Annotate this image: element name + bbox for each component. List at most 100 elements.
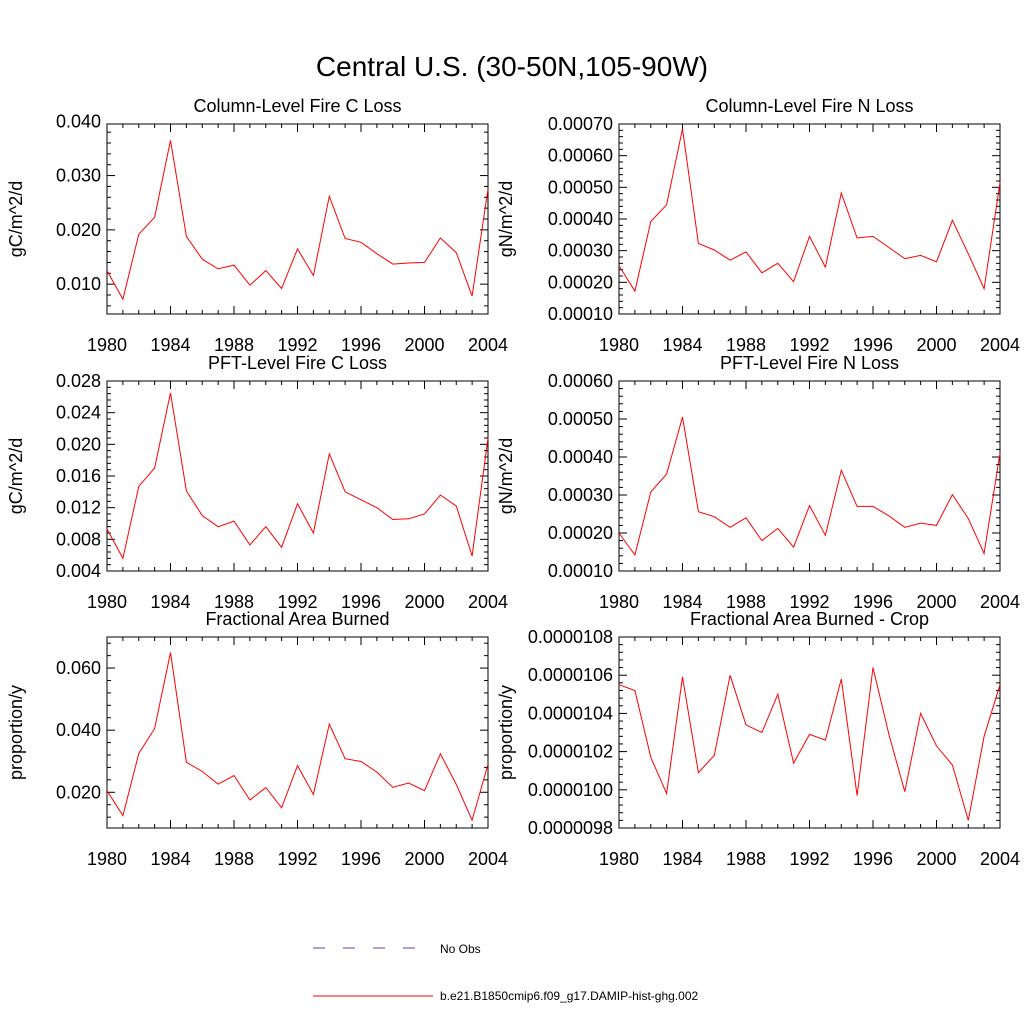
x-tick-label: 1996 bbox=[341, 849, 381, 869]
y-tick-label: 0.060 bbox=[56, 658, 101, 678]
y-tick-label: 0.0000098 bbox=[528, 818, 613, 838]
legend-label-model: b.e21.B1850cmip6.f09_g17.DAMIP-hist-ghg.… bbox=[440, 989, 698, 1003]
x-tick-label: 1996 bbox=[853, 849, 893, 869]
x-tick-label: 1988 bbox=[214, 592, 254, 612]
y-tick-label: 0.00020 bbox=[548, 272, 613, 292]
x-tick-label: 2000 bbox=[916, 849, 956, 869]
x-tick-label: 2000 bbox=[404, 335, 444, 355]
chart-panel-6: 1980 1984 1988 1992 1996 2000 2004 0.0000098 0.0… bbox=[496, 609, 1020, 869]
y-tick-label: 0.00010 bbox=[548, 561, 613, 581]
y-tick-label: 0.00060 bbox=[548, 146, 613, 166]
plot-frame bbox=[618, 123, 1001, 315]
x-tick-label: 2004 bbox=[468, 335, 508, 355]
legend-label-no-obs: No Obs bbox=[440, 942, 481, 956]
y-tick-label: 0.0000100 bbox=[528, 780, 613, 800]
plot-frame bbox=[106, 123, 489, 315]
y-axis-label: gC/m^2/d bbox=[6, 438, 26, 514]
y-axis-label: gN/m^2/d bbox=[496, 181, 516, 257]
panels: 1980 1984 1988 1992 1996 2000 2004 0.010 0.020 0.… bbox=[6, 96, 1020, 869]
y-tick-label: 0.00030 bbox=[548, 485, 613, 505]
legend: No Obs b.e21.B1850cmip6.f09_g17.DAMIP-hi… bbox=[313, 942, 698, 1003]
y-tick-label: 0.020 bbox=[56, 434, 101, 454]
chart-title: PFT-Level Fire N Loss bbox=[720, 353, 899, 373]
chart-title: Column-Level Fire N Loss bbox=[705, 96, 913, 116]
x-tick-label: 1984 bbox=[662, 592, 702, 612]
x-tick-label: 1988 bbox=[214, 849, 254, 869]
x-tick-label: 1996 bbox=[853, 592, 893, 612]
x-tick-label: 2000 bbox=[916, 335, 956, 355]
x-tick-label: 1988 bbox=[726, 849, 766, 869]
series-line bbox=[618, 416, 1001, 557]
x-tick-label: 1992 bbox=[277, 849, 317, 869]
x-tick-label: 1988 bbox=[726, 592, 766, 612]
x-tick-label: 1996 bbox=[853, 335, 893, 355]
series-line bbox=[106, 652, 489, 822]
y-tick-label: 0.040 bbox=[56, 111, 101, 131]
y-tick-label: 0.00020 bbox=[548, 523, 613, 543]
y-tick-label: 0.016 bbox=[56, 466, 101, 486]
y-tick-label: 0.008 bbox=[56, 529, 101, 549]
plot-frame bbox=[106, 380, 489, 572]
x-tick-label: 1988 bbox=[726, 335, 766, 355]
series-line bbox=[106, 392, 489, 560]
y-tick-label: 0.020 bbox=[56, 220, 101, 240]
chart-panel-4: 1980 1984 1988 1992 1996 2000 2004 0.00010 0.000… bbox=[496, 353, 1020, 612]
y-tick-label: 0.0000106 bbox=[528, 665, 613, 685]
plot-frame bbox=[618, 636, 1001, 829]
chart-title: Fractional Area Burned - Crop bbox=[690, 609, 929, 629]
x-tick-label: 1984 bbox=[150, 592, 190, 612]
x-tick-label: 1984 bbox=[662, 335, 702, 355]
x-tick-label: 1992 bbox=[277, 592, 317, 612]
x-tick-label: 1980 bbox=[599, 592, 639, 612]
figure-title: Central U.S. (30-50N,105-90W) bbox=[316, 51, 708, 82]
y-tick-label: 0.040 bbox=[56, 720, 101, 740]
y-tick-label: 0.00030 bbox=[548, 241, 613, 261]
x-tick-label: 2004 bbox=[980, 592, 1020, 612]
y-tick-label: 0.00050 bbox=[548, 177, 613, 197]
chart-title: Column-Level Fire C Loss bbox=[193, 96, 401, 116]
x-tick-label: 1984 bbox=[662, 849, 702, 869]
y-tick-label: 0.0000104 bbox=[528, 703, 613, 723]
chart-title: Fractional Area Burned bbox=[205, 609, 389, 629]
y-tick-label: 0.00070 bbox=[548, 114, 613, 134]
plot-frame bbox=[618, 380, 1001, 572]
y-tick-label: 0.004 bbox=[56, 561, 101, 581]
x-tick-label: 1984 bbox=[150, 335, 190, 355]
x-tick-label: 1992 bbox=[789, 849, 829, 869]
x-tick-label: 1988 bbox=[214, 335, 254, 355]
chart-title: PFT-Level Fire C Loss bbox=[208, 353, 387, 373]
chart-panel-5: 1980 1984 1988 1992 1996 2000 2004 0.020 0.040 0.… bbox=[6, 609, 508, 869]
y-tick-label: 0.00040 bbox=[548, 209, 613, 229]
x-tick-label: 1980 bbox=[599, 849, 639, 869]
chart-panel-3: 1980 1984 1988 1992 1996 2000 2004 0.004 0.008 0.… bbox=[6, 353, 508, 612]
x-tick-label: 1992 bbox=[277, 335, 317, 355]
y-axis-label: gN/m^2/d bbox=[496, 438, 516, 514]
series-line bbox=[618, 667, 1001, 821]
x-tick-label: 2004 bbox=[468, 592, 508, 612]
x-tick-label: 2000 bbox=[404, 592, 444, 612]
y-axis-label: gC/m^2/d bbox=[6, 181, 26, 257]
x-tick-label: 1992 bbox=[789, 335, 829, 355]
x-tick-label: 1980 bbox=[87, 849, 127, 869]
x-tick-label: 1980 bbox=[599, 335, 639, 355]
y-tick-label: 0.024 bbox=[56, 403, 101, 423]
y-tick-label: 0.028 bbox=[56, 371, 101, 391]
y-axis-label: proportion/y bbox=[6, 685, 26, 780]
x-tick-label: 1984 bbox=[150, 849, 190, 869]
x-tick-label: 2004 bbox=[468, 849, 508, 869]
y-tick-label: 0.0000102 bbox=[528, 742, 613, 762]
x-tick-label: 2000 bbox=[916, 592, 956, 612]
x-tick-label: 2004 bbox=[980, 335, 1020, 355]
y-tick-label: 0.020 bbox=[56, 782, 101, 802]
y-tick-label: 0.00050 bbox=[548, 409, 613, 429]
chart-panel-1: 1980 1984 1988 1992 1996 2000 2004 0.010 0.020 0.… bbox=[6, 96, 508, 355]
y-tick-label: 0.012 bbox=[56, 498, 101, 518]
x-tick-label: 1980 bbox=[87, 335, 127, 355]
y-tick-label: 0.030 bbox=[56, 166, 101, 186]
series-line bbox=[106, 140, 489, 301]
y-tick-label: 0.00010 bbox=[548, 304, 613, 324]
x-tick-label: 2000 bbox=[404, 849, 444, 869]
y-tick-label: 0.00060 bbox=[548, 371, 613, 391]
chart-panel-2: 1980 1984 1988 1992 1996 2000 2004 0.00010 0.000… bbox=[496, 96, 1020, 355]
